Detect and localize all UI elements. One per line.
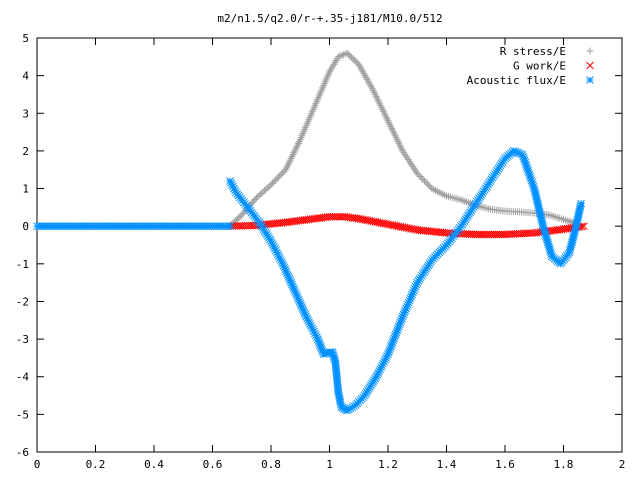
data-point xyxy=(577,199,585,208)
series-1 xyxy=(226,212,588,239)
data-point xyxy=(264,184,272,192)
x-tick-label: 1.4 xyxy=(437,458,457,471)
x-tick-label: 0.2 xyxy=(86,458,106,471)
data-point xyxy=(252,194,260,202)
data-point xyxy=(432,186,440,194)
data-point xyxy=(560,215,567,223)
plot-frame xyxy=(36,37,623,453)
data-point xyxy=(268,179,276,187)
data-point xyxy=(561,216,569,224)
y-tick-label: 2 xyxy=(22,145,29,158)
series-3 xyxy=(33,222,234,231)
x-tick-label: 0.4 xyxy=(144,458,164,471)
chart-title: m2/n1.5/q2.0/r-+.35-j181/M10.0/512 xyxy=(217,12,442,25)
data-point xyxy=(433,187,441,195)
x-tick-label: 1.2 xyxy=(378,458,398,471)
y-tick-label: -1 xyxy=(16,258,29,271)
y-tick-label: 4 xyxy=(22,70,29,83)
data-point xyxy=(279,169,287,177)
data-point xyxy=(461,197,469,205)
data-point xyxy=(262,185,270,193)
plot-area xyxy=(33,49,588,415)
series-0 xyxy=(226,49,582,230)
data-point xyxy=(415,171,423,179)
data-point xyxy=(416,173,424,181)
y-tick-label: 5 xyxy=(22,32,29,45)
x-tick-label: 1.8 xyxy=(554,458,574,471)
x-tick-label: 1.6 xyxy=(495,458,515,471)
data-point xyxy=(273,175,281,183)
data-point xyxy=(425,182,433,190)
data-point xyxy=(563,217,571,225)
data-point xyxy=(430,185,438,193)
x-tick-label: 1 xyxy=(326,458,333,471)
data-point xyxy=(257,190,265,198)
x-tick-label: 2 xyxy=(619,458,626,471)
data-point xyxy=(336,52,344,60)
x-tick-label: 0.8 xyxy=(261,458,281,471)
legend-label: G work/E xyxy=(513,60,566,73)
data-point xyxy=(259,188,267,196)
x-tick-label: 0 xyxy=(34,458,41,471)
data-point xyxy=(226,222,234,231)
y-tick-label: -4 xyxy=(16,371,30,384)
data-point xyxy=(457,196,465,204)
legend-marker xyxy=(586,61,594,70)
data-point xyxy=(419,176,427,184)
data-point xyxy=(459,197,467,205)
data-point xyxy=(437,189,445,197)
data-point xyxy=(421,177,429,185)
data-point xyxy=(428,185,436,193)
data-point xyxy=(265,182,273,190)
data-point xyxy=(464,199,472,207)
data-point xyxy=(256,191,264,199)
data-point xyxy=(580,222,588,231)
data-point xyxy=(441,191,449,199)
data-point xyxy=(418,174,426,182)
series-2 xyxy=(226,147,585,415)
data-point xyxy=(334,53,342,61)
y-tick-label: -2 xyxy=(16,295,29,308)
data-point xyxy=(276,172,284,180)
data-point xyxy=(463,198,471,206)
data-point xyxy=(261,187,268,195)
data-point xyxy=(251,195,259,203)
data-point xyxy=(271,176,279,184)
y-tick-label: -5 xyxy=(16,408,29,421)
data-point xyxy=(267,181,275,189)
y-tick-label: 0 xyxy=(22,220,29,233)
y-tick-label: -6 xyxy=(16,446,29,459)
y-tick-label: 1 xyxy=(22,183,29,196)
data-point xyxy=(254,192,262,200)
data-point xyxy=(338,51,346,59)
data-point xyxy=(565,217,573,225)
data-point xyxy=(435,188,443,196)
x-tick-label: 0.6 xyxy=(203,458,223,471)
legend-marker xyxy=(586,47,594,55)
data-point xyxy=(341,50,349,58)
legend-marker xyxy=(586,76,594,84)
y-tick-label: 3 xyxy=(22,107,29,120)
data-point xyxy=(439,190,447,198)
axes: 0 0.2 0.4 0.6 0.8 1 1.2 1.4 1.6 1.8 2 5 4 3 2 1 0 -1 -2 -3 -… xyxy=(16,32,626,471)
legend-label: Acoustic flux/E xyxy=(467,74,566,87)
data-point xyxy=(422,179,430,187)
data-point xyxy=(413,169,421,177)
data-point xyxy=(423,180,431,188)
data-point xyxy=(270,178,278,186)
y-tick-label: -3 xyxy=(16,333,29,346)
data-point xyxy=(274,173,282,181)
legend-label: R stress/E xyxy=(500,45,566,58)
data-point xyxy=(277,170,285,178)
